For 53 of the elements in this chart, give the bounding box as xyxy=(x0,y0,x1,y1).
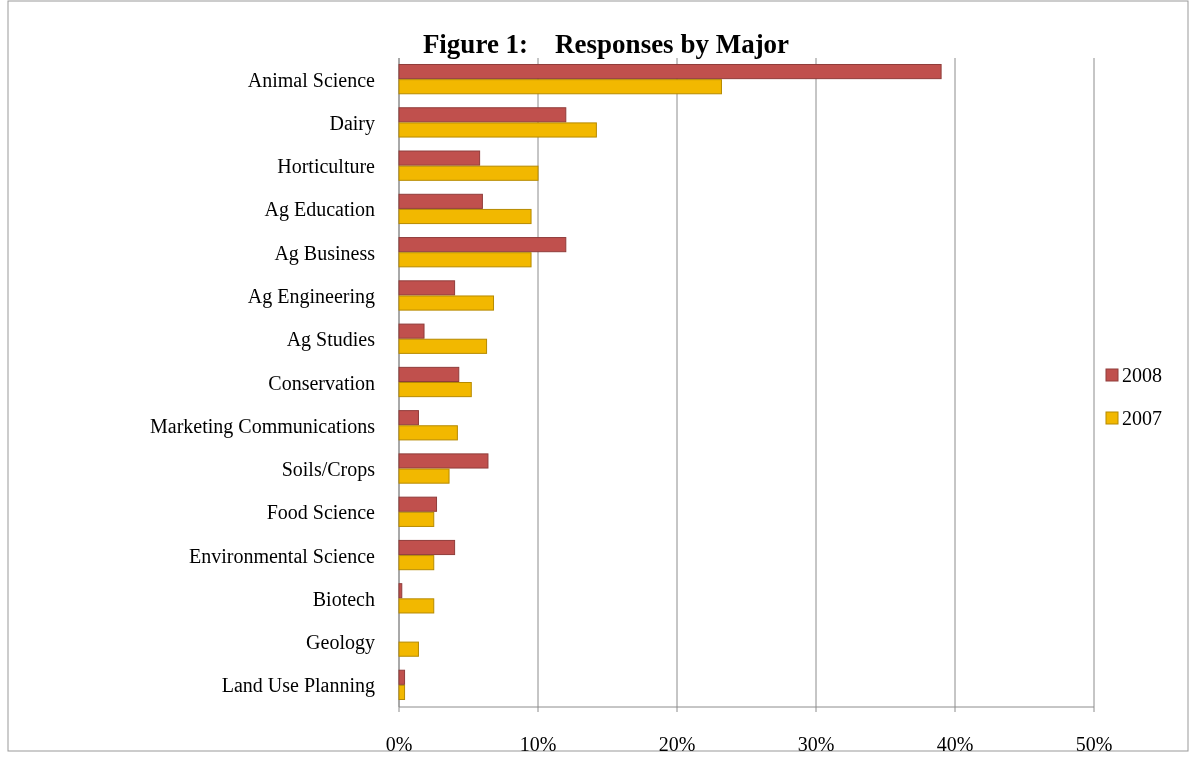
bar xyxy=(398,252,532,268)
x-tick-label: 40% xyxy=(936,733,974,755)
bar xyxy=(398,366,460,382)
y-tick-label: Environmental Science xyxy=(188,544,376,567)
bar xyxy=(398,583,403,599)
bar xyxy=(398,669,406,685)
bar xyxy=(398,295,495,311)
legend-label: 2007 xyxy=(1122,407,1162,429)
bar xyxy=(398,208,532,225)
x-tick-label: 50% xyxy=(1075,733,1113,755)
bar xyxy=(398,323,425,339)
bar xyxy=(398,193,483,209)
bar xyxy=(398,237,567,253)
bar xyxy=(398,165,539,181)
y-tick-label: Biotech xyxy=(312,587,375,610)
bar xyxy=(398,453,489,469)
bar xyxy=(398,641,419,657)
bar xyxy=(398,122,597,138)
y-tick-label: Ag Education xyxy=(264,198,375,222)
bar xyxy=(398,107,567,123)
bar xyxy=(398,539,456,556)
x-tick-label: 20% xyxy=(658,733,696,755)
bar xyxy=(398,63,942,80)
y-tick-label: Conservation xyxy=(268,371,375,394)
bar xyxy=(398,684,406,701)
bar xyxy=(398,598,435,614)
legend-label: 2008 xyxy=(1122,364,1162,386)
bar xyxy=(398,79,722,95)
x-tick-label: 0% xyxy=(385,733,413,755)
bar xyxy=(398,280,456,296)
chart-title: Figure 1: Responses by Major xyxy=(422,29,790,59)
y-tick-label: Ag Business xyxy=(274,241,376,265)
y-tick-label: Geology xyxy=(306,631,375,655)
y-tick-label: Dairy xyxy=(329,111,375,135)
y-tick-label: Soils/Crops xyxy=(281,458,376,482)
bar xyxy=(398,150,481,166)
x-tick-label: 30% xyxy=(797,733,835,755)
bar xyxy=(398,496,438,512)
bar xyxy=(398,410,419,426)
bar xyxy=(398,338,488,354)
y-tick-label: Marketing Communications xyxy=(150,414,376,438)
bar xyxy=(398,382,472,398)
bar xyxy=(398,511,435,527)
y-tick-label: Ag Studies xyxy=(286,328,376,352)
y-tick-label: Animal Science xyxy=(247,68,376,91)
y-tick-label: Land Use Planning xyxy=(221,674,375,698)
bar xyxy=(398,468,450,484)
bar xyxy=(398,425,458,441)
bar xyxy=(398,555,435,571)
y-tick-label: Horticulture xyxy=(277,155,376,178)
x-tick-label: 10% xyxy=(519,733,557,755)
y-tick-label: Food Science xyxy=(266,501,376,524)
y-tick-label: Ag Engineering xyxy=(247,284,375,308)
